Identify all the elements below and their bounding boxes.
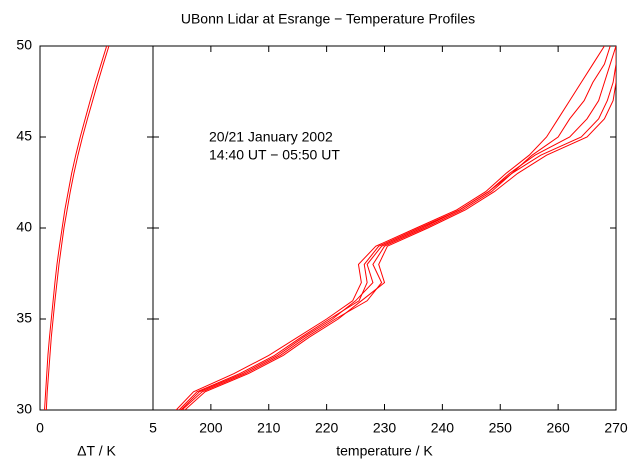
x-tick-label: 240: [431, 420, 455, 436]
x-tick-label: 0: [36, 420, 44, 436]
chart-title: UBonn Lidar at Esrange − Temperature Pro…: [181, 11, 475, 27]
annotation: 20/21 January 2002: [209, 129, 333, 145]
y-tick-label: 50: [16, 37, 32, 53]
profile-line: [181, 46, 616, 410]
y-tick-label: 40: [16, 219, 32, 235]
profile-line: [44, 46, 108, 410]
x-tick-label: 220: [315, 420, 339, 436]
y-tick-label: 45: [16, 128, 32, 144]
x-axis-label: ΔT / K: [77, 443, 116, 459]
x-tick-label: 210: [257, 420, 281, 436]
profile-line: [45, 46, 110, 410]
x-tick-label: 200: [199, 420, 223, 436]
x-tick-label: 230: [373, 420, 397, 436]
x-tick-label: 250: [489, 420, 513, 436]
profile-line: [184, 46, 616, 410]
y-tick-label: 35: [16, 310, 32, 326]
x-tick-label: 5: [149, 420, 157, 436]
x-tick-label: 270: [604, 420, 628, 436]
plot-frame: [39, 45, 154, 411]
profile-line: [175, 46, 605, 410]
x-axis-label: temperature / K: [336, 443, 433, 459]
profile-line: [178, 46, 616, 410]
plot-frame: [152, 45, 617, 411]
y-tick-label: 30: [16, 401, 32, 417]
annotation: 14:40 UT − 05:50 UT: [209, 147, 340, 163]
x-tick-label: 260: [546, 420, 570, 436]
profile-line: [180, 46, 611, 410]
